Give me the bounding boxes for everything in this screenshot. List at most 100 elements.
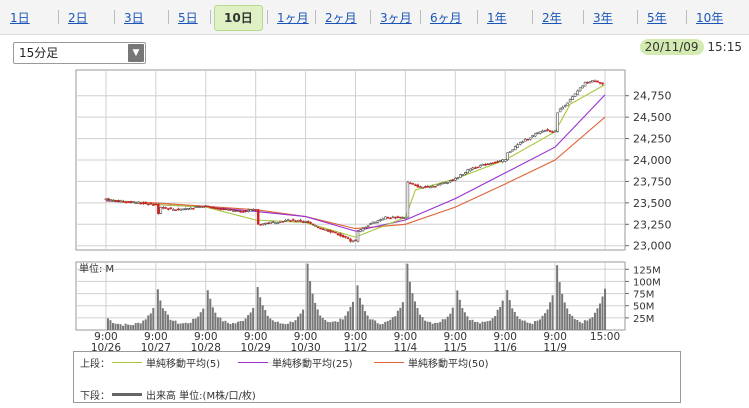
volume-tick-label: 75M [633, 290, 654, 301]
x-time-label: 9:00 [394, 331, 418, 343]
volume-bar [468, 320, 471, 330]
candle-body [476, 166, 480, 169]
candle-body [294, 220, 297, 223]
interval-select[interactable]: 15分足 ▼ [13, 42, 146, 64]
candle-body [234, 209, 237, 212]
volume-bar [406, 263, 409, 330]
tab-3ヶ月[interactable]: 3ヶ月 [380, 11, 412, 25]
candle-body [264, 222, 267, 225]
tab-10日[interactable]: 10日 [214, 5, 263, 31]
volume-bar [441, 319, 444, 330]
candle-body [404, 217, 407, 220]
tab-separator [114, 10, 115, 24]
candle-body [386, 216, 390, 219]
candle-body [508, 151, 512, 153]
candle-body [434, 186, 437, 188]
candle-body [454, 177, 457, 181]
volume-bar [137, 322, 140, 330]
tab-1年[interactable]: 1年 [487, 11, 507, 25]
volume-bar [124, 323, 127, 330]
candle-body [419, 186, 422, 188]
tab-2日[interactable]: 2日 [68, 11, 88, 25]
volume-bar [408, 281, 411, 330]
volume-bar [129, 324, 132, 330]
candle-body [301, 221, 305, 223]
volume-bar [221, 321, 224, 330]
volume-bar [376, 323, 379, 330]
tab-separator [267, 10, 268, 24]
interval-select-value: 15分足 [19, 46, 59, 60]
volume-bar [256, 287, 259, 330]
tab-3日[interactable]: 3日 [124, 11, 144, 25]
volume-bar [266, 315, 269, 330]
candle-body [411, 183, 415, 185]
volume-bar [593, 312, 596, 330]
candle-body [354, 239, 357, 242]
candle-body [518, 142, 522, 145]
candle-body [236, 210, 240, 212]
volume-bar [413, 301, 416, 330]
volume-bar [588, 318, 591, 330]
volume-bar [416, 307, 419, 330]
candle-body [379, 219, 382, 221]
price-tick-label: 23,500 [633, 197, 672, 210]
volume-bar [439, 321, 442, 330]
volume-bar [486, 321, 489, 330]
tab-10年[interactable]: 10年 [696, 11, 724, 25]
tab-1日[interactable]: 1日 [10, 11, 30, 25]
x-time-label: 9:00 [194, 331, 218, 343]
candle-body [531, 135, 534, 138]
volume-bar [566, 308, 569, 330]
candle-body [376, 220, 380, 223]
volume-bar [396, 310, 399, 330]
volume-bar [252, 307, 255, 330]
x-time-label: 9:00 [543, 331, 567, 343]
volume-bar [334, 321, 337, 330]
candle-body [439, 183, 442, 186]
tab-6ヶ月[interactable]: 6ヶ月 [430, 11, 462, 25]
candle-body [401, 217, 405, 219]
candle-body [331, 231, 335, 233]
volume-bar [231, 323, 234, 330]
candle-body [134, 202, 138, 204]
volume-bar [144, 319, 147, 330]
candle-body [536, 132, 539, 134]
volume-bar [359, 297, 362, 330]
volume-bar [331, 321, 334, 330]
candle-body [451, 179, 455, 181]
volume-bar [199, 312, 202, 330]
candle-body [586, 82, 589, 84]
candle-body [336, 233, 340, 236]
tab-2ヶ月[interactable]: 2ヶ月 [325, 11, 357, 25]
candle-body [214, 207, 217, 210]
candle-body [154, 203, 158, 206]
tab-5年[interactable]: 5年 [647, 11, 667, 25]
candle-body [286, 219, 290, 221]
candle-body [122, 201, 125, 203]
candle-body [601, 82, 604, 85]
candle-body [261, 223, 265, 225]
tab-3年[interactable]: 3年 [593, 11, 613, 25]
candle-body [406, 181, 410, 218]
volume-bar [526, 322, 529, 330]
candle-body [543, 129, 547, 133]
candle-body [164, 207, 168, 209]
tab-2年[interactable]: 2年 [542, 11, 562, 25]
candle-body [256, 209, 260, 225]
candle-body [341, 234, 345, 238]
candle-body [202, 206, 205, 208]
volume-bar [399, 307, 402, 330]
tab-1ヶ月[interactable]: 1ヶ月 [277, 11, 309, 25]
volume-bar [164, 310, 167, 330]
candle-body [204, 205, 208, 208]
tab-5日[interactable]: 5日 [178, 11, 198, 25]
volume-bar [538, 319, 541, 330]
candle-body [344, 236, 347, 238]
candle-body [219, 208, 222, 210]
volume-bar [484, 321, 487, 330]
volume-bar [491, 318, 494, 330]
legend-ma5-label: 単純移動平均(5) [146, 359, 221, 370]
candle-body [459, 174, 462, 178]
candle-body [316, 226, 320, 229]
candle-body [396, 216, 400, 218]
